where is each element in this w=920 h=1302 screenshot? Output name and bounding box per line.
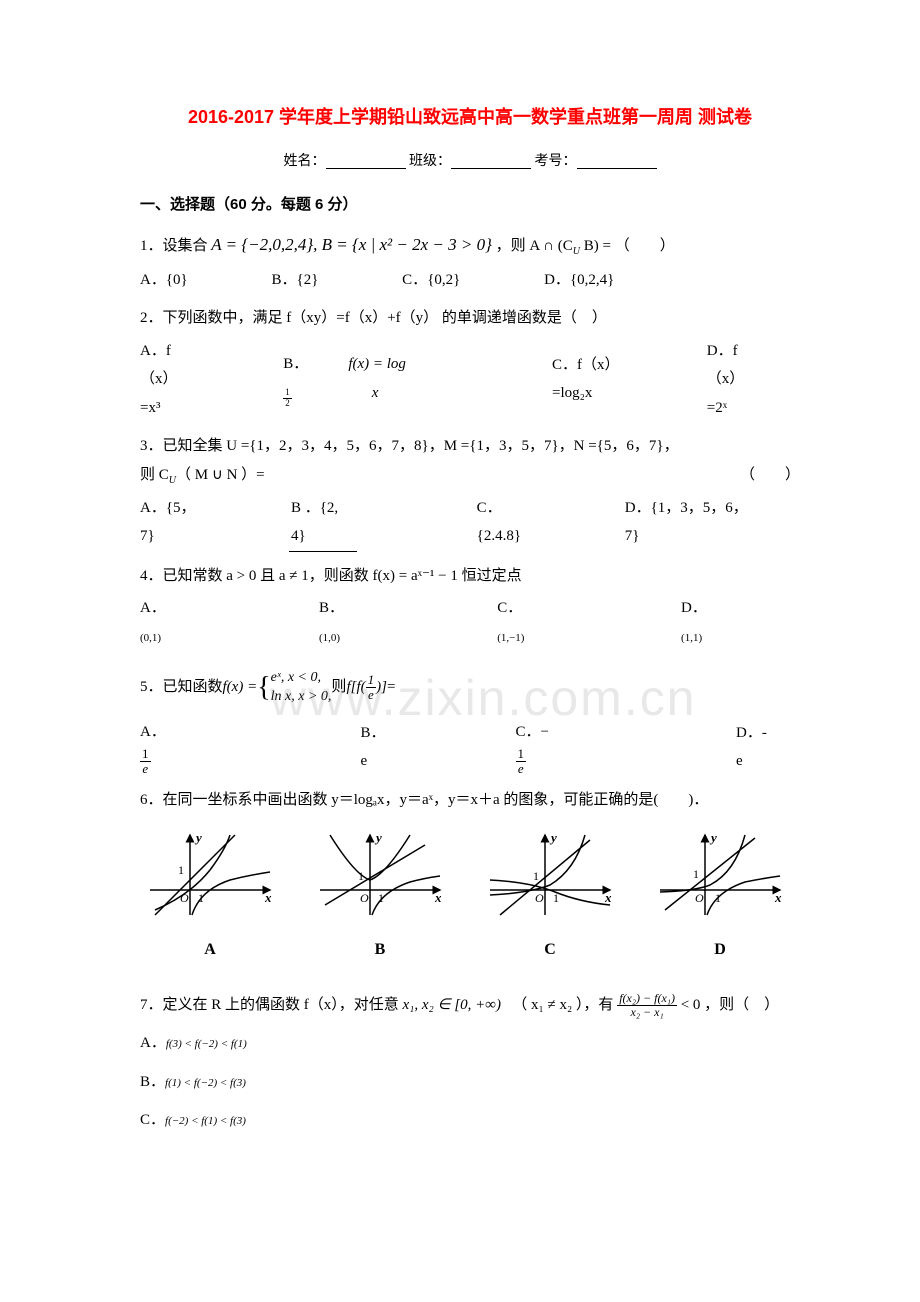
id-blank [577, 154, 657, 169]
q5-opt-b: B．e [361, 719, 386, 776]
q7-range: x₁, x₂ ∈ [0, +∞) [403, 997, 501, 1013]
svg-text:x: x [604, 890, 612, 905]
q5-options: A．1e B．e C．−1e D．-e [140, 718, 800, 776]
q6-label-a: A [140, 935, 280, 965]
q7-opt-c: C．f(−2) < f(1) < f(3) [140, 1106, 800, 1135]
id-label: 考号： [535, 154, 577, 169]
q1-opt-b: B．{2} [272, 266, 359, 295]
graph-b-svg: O 1 1 x y [310, 830, 450, 920]
question-3-line1: 3．已知全集 U ={1，2，3，4，5，6，7，8}，M ={1，3，5，7}… [140, 432, 800, 461]
q1-opt-a: A．{0} [140, 266, 228, 295]
svg-text:y: y [194, 830, 202, 845]
q1-options: A．{0} B．{2} C．{0,2} D．{0,2,4} [140, 266, 800, 295]
svg-text:O: O [535, 891, 544, 905]
q4-opt-d: D．(1,1) [681, 594, 760, 651]
graph-d-svg: O 1 1 x y [650, 830, 790, 920]
svg-text:O: O [695, 891, 704, 905]
q2-opt-b: B．f(x) = log12 x [283, 350, 462, 409]
q7-stem-c: < 0 ，则（ ） [681, 997, 779, 1013]
question-2: 2．下列函数中，满足 f（xy）=f（x）+f（y） 的单调递增函数是（ ） [140, 304, 800, 333]
graph-a-svg: O 1 1 x y [140, 830, 280, 920]
q5-opt-a: A．1e [140, 718, 231, 776]
q1-opt-c: C．{0,2} [402, 266, 500, 295]
svg-text:1: 1 [693, 867, 699, 881]
q5-opt-c: C．−1e [516, 718, 607, 776]
q3-opt-a: A．{5，7} [140, 494, 209, 552]
svg-text:x: x [264, 890, 272, 905]
graph-c-svg: O 1 1 x y [480, 830, 620, 920]
q5-ftail: = [387, 673, 395, 702]
question-1: 1．设集合 A = {−2,0,2,4}, B = {x | x² − 2x −… [140, 229, 800, 261]
q1-stem-c: B) = （ ） [584, 238, 675, 254]
q2-options: A．f（x）=x³ B．f(x) = log12 x C．f（x）=log₂x … [140, 337, 800, 423]
q2-opt-d: D．f（x）=2ˣ [707, 337, 760, 423]
q7-stem-b: （ x₁ ≠ x₂ ），有 [505, 997, 617, 1013]
q2-opt-c: C．f（x）=log₂x [552, 351, 617, 408]
q6-graph-c: O 1 1 x y C [480, 830, 620, 966]
q4-opt-c: C．(1,−1) [497, 594, 581, 651]
q5-opt-d: D．-e [736, 719, 767, 776]
q4-opt-a: A．(0,1) [140, 594, 219, 651]
q5-piece1: eˣ, x < 0, [271, 669, 332, 687]
q6-label-b: B [310, 935, 450, 965]
question-4: 4．已知常数 a > 0 且 a ≠ 1，则函数 f(x) = aˣ⁻¹ − 1… [140, 562, 800, 591]
q6-graph-a: O 1 1 x y A [140, 830, 280, 966]
page-title: 2016-2017 学年度上学期铅山致远高中高一数学重点班第一周周 测试卷 [140, 100, 800, 134]
q3-opt-b: B ．{2, 4} [289, 494, 397, 552]
svg-text:y: y [709, 830, 717, 845]
question-5: 5．已知函数 f(x) = { eˣ, x < 0, ln x, x > 0, … [140, 661, 800, 714]
q1-opt-d: D．{0,2,4} [544, 266, 654, 295]
q2-opt-a: A．f（x）=x³ [140, 337, 193, 423]
question-3-line2: 则 CU（ M ∪ N ）= （ ） [140, 461, 800, 490]
q3-opt-c: C．{2.4.8} [477, 494, 545, 552]
section-1-heading: 一、选择题（60 分。每题 6 分） [140, 191, 800, 220]
q7-opt-a: A．f(3) < f(−2) < f(1) [140, 1029, 800, 1058]
q6-graph-d: O 1 1 x y D [650, 830, 790, 966]
q5-stem-b: 则 [331, 673, 346, 702]
question-7: 7．定义在 R 上的偶函数 f（x），对任意 x₁, x₂ ∈ [0, +∞) … [140, 991, 800, 1020]
q6-label-d: D [650, 935, 790, 965]
q6-graphs: O 1 1 x y A O 1 1 x y B [140, 830, 800, 966]
student-info-line: 姓名： 班级： 考号： [140, 149, 800, 176]
svg-text:y: y [549, 830, 557, 845]
class-label: 班级： [409, 154, 451, 169]
q5-stem-a: 5．已知函数 [140, 673, 223, 702]
svg-text:O: O [360, 891, 369, 905]
q1-stem-b: ，则 A ∩ (C [496, 238, 573, 254]
svg-text:x: x [774, 890, 782, 905]
name-blank [326, 154, 406, 169]
q7-stem-a: 7．定义在 R 上的偶函数 f（x），对任意 [140, 997, 403, 1013]
q6-label-c: C [480, 935, 620, 965]
q4-opt-b: B．(1,0) [319, 594, 397, 651]
q7-opt-b: B．f(1) < f(−2) < f(3) [140, 1068, 800, 1097]
svg-text:1: 1 [533, 869, 539, 883]
class-blank [451, 154, 531, 169]
name-label: 姓名： [284, 154, 326, 169]
q3-options: A．{5，7} B ．{2, 4} C．{2.4.8} D．{1，3，5，6，7… [140, 494, 800, 552]
q3-opt-d: D．{1，3，5，6，7} [625, 494, 760, 552]
question-6: 6．在同一坐标系中画出函数 y＝logₐx，y＝aˣ，y＝x＋a 的图象，可能正… [140, 786, 800, 815]
q1-set-expr: A = {−2,0,2,4}, B = {x | x² − 2x − 3 > 0… [211, 235, 492, 254]
q5-piece2: ln x, x > 0, [271, 688, 332, 706]
svg-text:x: x [434, 890, 442, 905]
q4-options: A．(0,1) B．(1,0) C．(1,−1) D．(1,1) [140, 594, 800, 651]
svg-text:y: y [374, 830, 382, 845]
q6-graph-b: O 1 1 x y B [310, 830, 450, 966]
svg-text:1: 1 [178, 863, 184, 877]
q1-stem-a: 1．设集合 [140, 238, 211, 254]
